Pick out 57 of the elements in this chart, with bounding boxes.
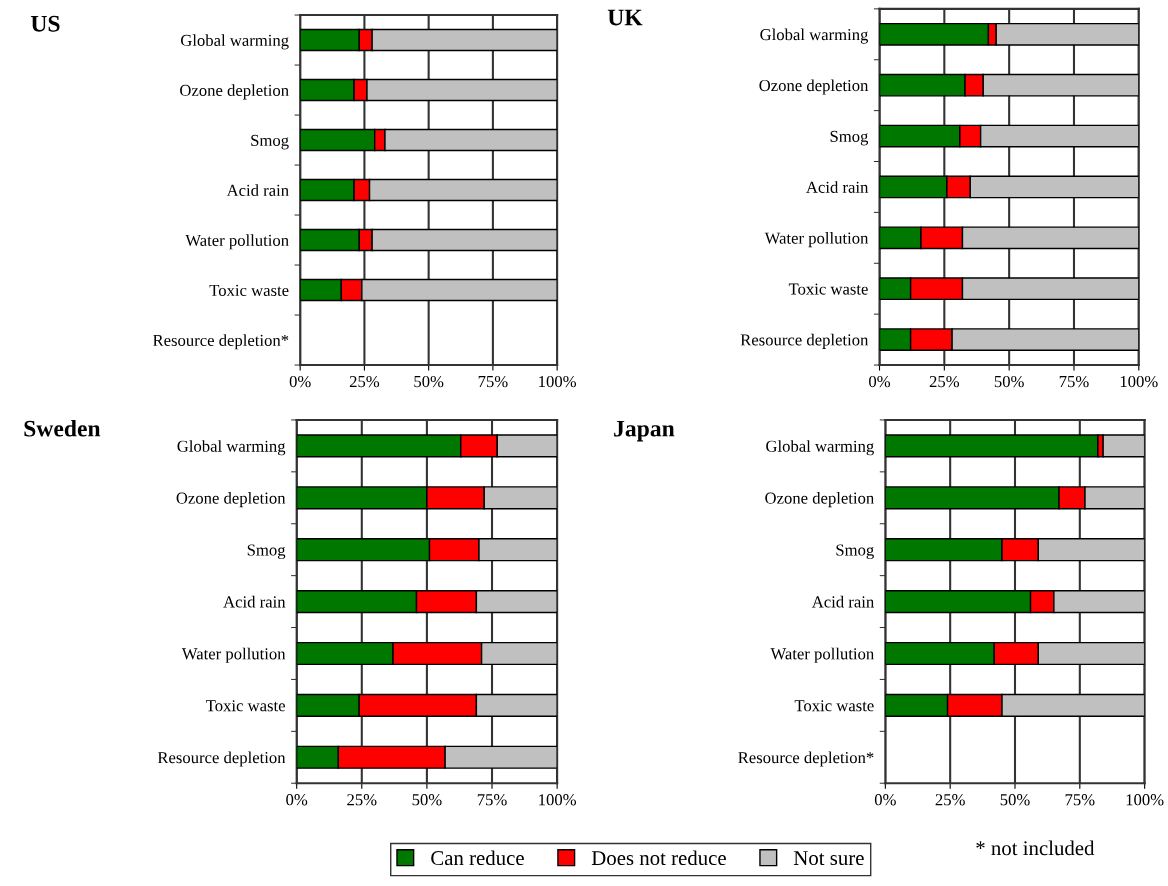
text: UK [607, 9, 643, 26]
y-tick-label: Acid rain [226, 184, 289, 196]
y-tick-label: Global warming [180, 34, 289, 50]
x-tick-label: 75% [1065, 794, 1095, 806]
x-tick-label: 25% [929, 375, 960, 388]
legend-label: Does not reduce [591, 850, 726, 866]
x-tick-label: 50% [414, 375, 444, 388]
x-tick-label: 0% [869, 375, 891, 388]
y-tick-label: Water pollution [185, 234, 289, 250]
x-tick-label: 75% [478, 375, 508, 388]
x-tick-label: 0% [874, 794, 896, 806]
y-tick-label: Toxic waste [209, 284, 289, 296]
y-tick-label: Ozone depletion [765, 492, 874, 508]
y-tick-label: Global warming [177, 440, 286, 456]
y-tick-label: Ozone depletion [176, 492, 286, 508]
y-tick-label: Global warming [766, 440, 874, 456]
y-tick-label: Resource depletion* [153, 334, 289, 350]
y-tick-label: Toxic waste [788, 283, 868, 295]
y-tick-label: Resource depletion* [738, 751, 874, 767]
y-tick-label: Toxic waste [794, 700, 874, 712]
y-tick-label: Ozone depletion [180, 84, 289, 100]
x-tick-label: 100% [1126, 794, 1164, 806]
y-tick-label: Water pollution [764, 232, 869, 248]
y-tick-label: Smog [247, 544, 286, 560]
x-tick-label: 25% [347, 794, 377, 806]
text: * not included [976, 840, 1095, 856]
legend-label: Not sure [793, 851, 864, 866]
y-tick-label: Acid rain [223, 595, 286, 608]
x-tick-label: 50% [1000, 794, 1030, 806]
text: Sweden [24, 419, 101, 437]
x-tick-label: 75% [477, 794, 507, 806]
y-tick-label: Water pollution [770, 647, 874, 663]
legend-label: Can reduce [431, 850, 524, 866]
x-tick-label: 100% [539, 375, 577, 388]
y-tick-label: Acid rain [811, 595, 874, 608]
x-tick-label: 25% [935, 794, 965, 806]
y-tick-label: Ozone depletion [759, 79, 869, 95]
x-tick-label: 50% [994, 375, 1024, 388]
x-tick-label: 0% [286, 794, 308, 806]
y-tick-label: Smog [836, 544, 874, 560]
bar [885, 434, 1099, 458]
y-tick-label: Toxic waste [206, 700, 285, 712]
text: Japan [614, 420, 675, 442]
x-tick-label: 50% [412, 794, 442, 806]
x-tick-label: 75% [1059, 375, 1089, 388]
y-tick-label: Resource depletion [157, 751, 286, 767]
x-tick-label: 100% [539, 794, 577, 806]
x-tick-label: 25% [349, 375, 380, 388]
y-tick-label: Smog [830, 130, 869, 146]
y-tick-label: Resource depletion [740, 333, 869, 349]
x-tick-label: 100% [1120, 375, 1158, 388]
x-tick-label: 0% [289, 375, 311, 388]
y-tick-label: Acid rain [806, 181, 869, 193]
text: US [30, 15, 60, 32]
y-tick-label: Global warming [760, 28, 869, 44]
y-tick-label: Smog [251, 134, 289, 150]
y-tick-label: Water pollution [181, 647, 286, 663]
